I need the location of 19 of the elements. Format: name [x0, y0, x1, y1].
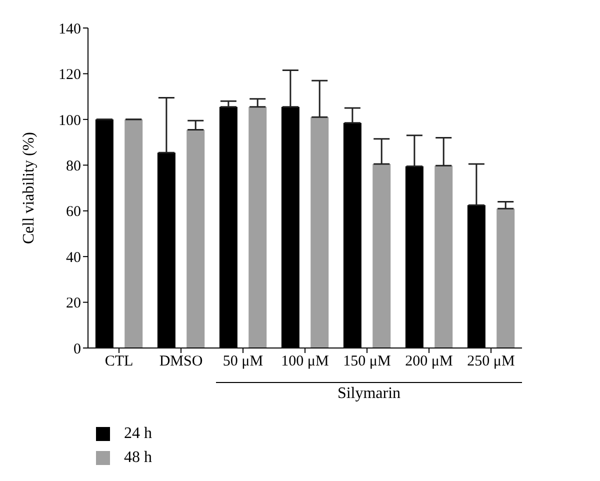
y-tick-label: 100 — [58, 112, 81, 129]
y-tick-label: 0 — [74, 341, 81, 358]
x-tick-label: 50 μM — [222, 354, 264, 370]
legend-label: 48 h — [124, 449, 152, 467]
x-tick-label: DMSO — [159, 354, 203, 370]
x-tick-label: 200 μM — [405, 354, 453, 370]
x-tick-label: CTL — [104, 354, 134, 370]
y-tick-label: 40 — [66, 250, 81, 266]
x-tick-label: 150 μM — [343, 354, 391, 370]
y-tick-label: 140 — [58, 21, 81, 38]
y-axis-title: Cell viability (%) — [20, 132, 38, 244]
y-tick-label: 80 — [66, 158, 81, 174]
text: Silymarin — [337, 385, 401, 402]
legend-label: 24 h — [124, 425, 152, 443]
y-tick-label: 60 — [66, 204, 81, 220]
x-tick-label: 250 μM — [467, 354, 515, 370]
x-tick-label: 100 μM — [281, 354, 329, 370]
y-tick-label: 120 — [58, 67, 81, 84]
y-tick-label: 20 — [66, 296, 81, 312]
